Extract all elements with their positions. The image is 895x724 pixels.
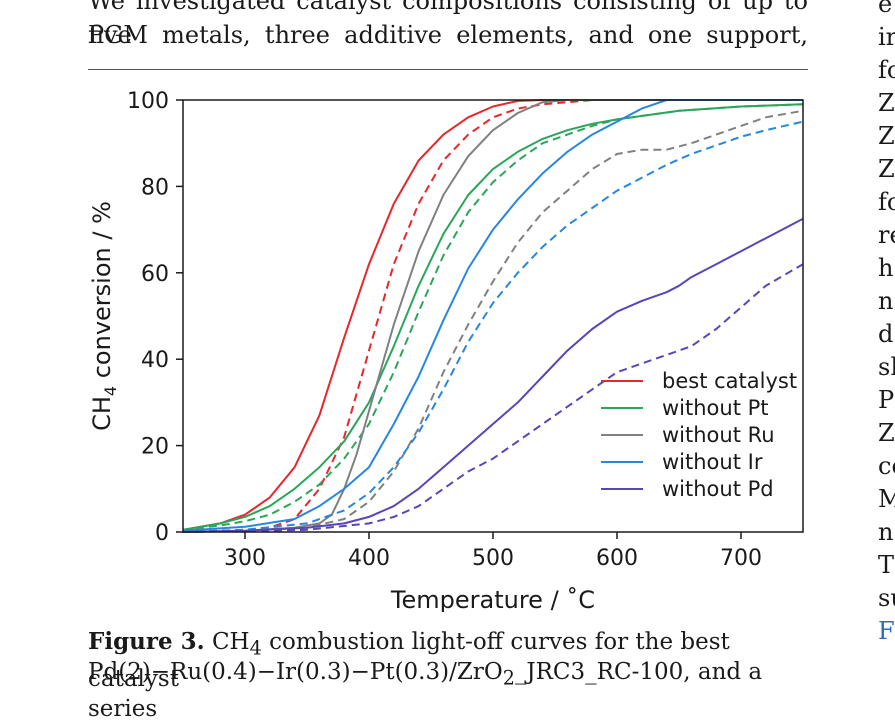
right-column-fragment: Z <box>878 419 895 447</box>
right-column-fragment: co <box>878 452 895 480</box>
right-column-fragment: fo <box>878 188 895 216</box>
x-axis-label: Temperature / ˚C <box>390 586 595 612</box>
series-line-without-Pd-solid <box>182 217 804 533</box>
right-column-fragment: su <box>878 584 895 612</box>
right-column-fragment: M <box>878 485 895 513</box>
horizontal-rule <box>88 69 808 70</box>
legend-label: without Ir <box>662 450 763 474</box>
right-column-fragment: ir <box>878 23 895 51</box>
right-column-fragment: h <box>878 254 894 282</box>
light-off-chart: 300 400 500 600 700 0 20 40 60 80 100 Temperature /… <box>88 89 804 612</box>
right-column-fragment: Z <box>878 122 895 150</box>
series-line-without-Ir-solid <box>182 99 803 532</box>
x-tick-label: 700 <box>720 546 762 571</box>
y-tick-label: 0 <box>155 521 169 546</box>
right-column-fragment: fo <box>878 56 895 84</box>
series-line-without-Pd-dashed <box>182 263 804 533</box>
series-line-without-Ru-dashed <box>182 109 804 533</box>
x-tick-label: 600 <box>596 546 638 571</box>
y-tick-label: 40 <box>141 348 169 373</box>
caption-subscript: 2 <box>502 666 515 690</box>
x-tick-label: 500 <box>472 546 514 571</box>
right-column-fragment: e <box>878 0 893 18</box>
right-column-fragment: d <box>878 320 894 348</box>
caption-text: CH <box>211 629 250 655</box>
x-tick-label: 300 <box>224 546 266 571</box>
figure-label: Figure 3. <box>88 628 205 655</box>
right-column-fragment: re <box>878 221 895 249</box>
caption-subscript: 4 <box>249 636 262 660</box>
legend-label: without Pt <box>662 396 769 420</box>
figure-caption-line: Pd(2)−Ru(0.4)−Ir(0.3)−Pt(0.3)/ZrO2_JRC3_… <box>88 657 808 724</box>
right-column-text: eirfoZZZforehndshPZcoMnTsuF <box>878 0 895 648</box>
right-column-fragment: sh <box>878 353 895 381</box>
right-column-fragment: n <box>878 518 894 546</box>
right-column-fragment: Z <box>878 89 895 117</box>
body-text-line: PGM metals, three additive elements, and… <box>88 21 808 49</box>
body-text-line: We investigated catalyst compositions co… <box>88 0 808 49</box>
right-column-fragment: P <box>878 386 895 414</box>
right-column-fragment: T <box>878 551 895 579</box>
series-line-without-Pt-dashed <box>182 103 804 531</box>
y-axis-label: CH4 conversion / % <box>88 201 120 431</box>
y-tick-label: 60 <box>141 262 169 287</box>
right-column-fragment: F <box>878 617 895 645</box>
y-tick-label: 20 <box>141 435 169 460</box>
y-tick-label: 80 <box>141 175 169 200</box>
legend-label: without Ru <box>662 423 775 447</box>
x-tick-label: 400 <box>348 546 390 571</box>
right-column-fragment: Z <box>878 155 895 183</box>
legend-label: without Pd <box>662 477 774 501</box>
caption-text: Pd(2)−Ru(0.4)−Ir(0.3)−Pt(0.3)/ZrO <box>88 659 503 685</box>
figure: 300 400 500 600 700 0 20 40 60 80 100 Temperature /… <box>0 72 895 612</box>
legend-label: best catalyst <box>662 369 797 393</box>
right-column-fragment: n <box>878 287 894 315</box>
y-tick-label: 100 <box>127 89 169 114</box>
